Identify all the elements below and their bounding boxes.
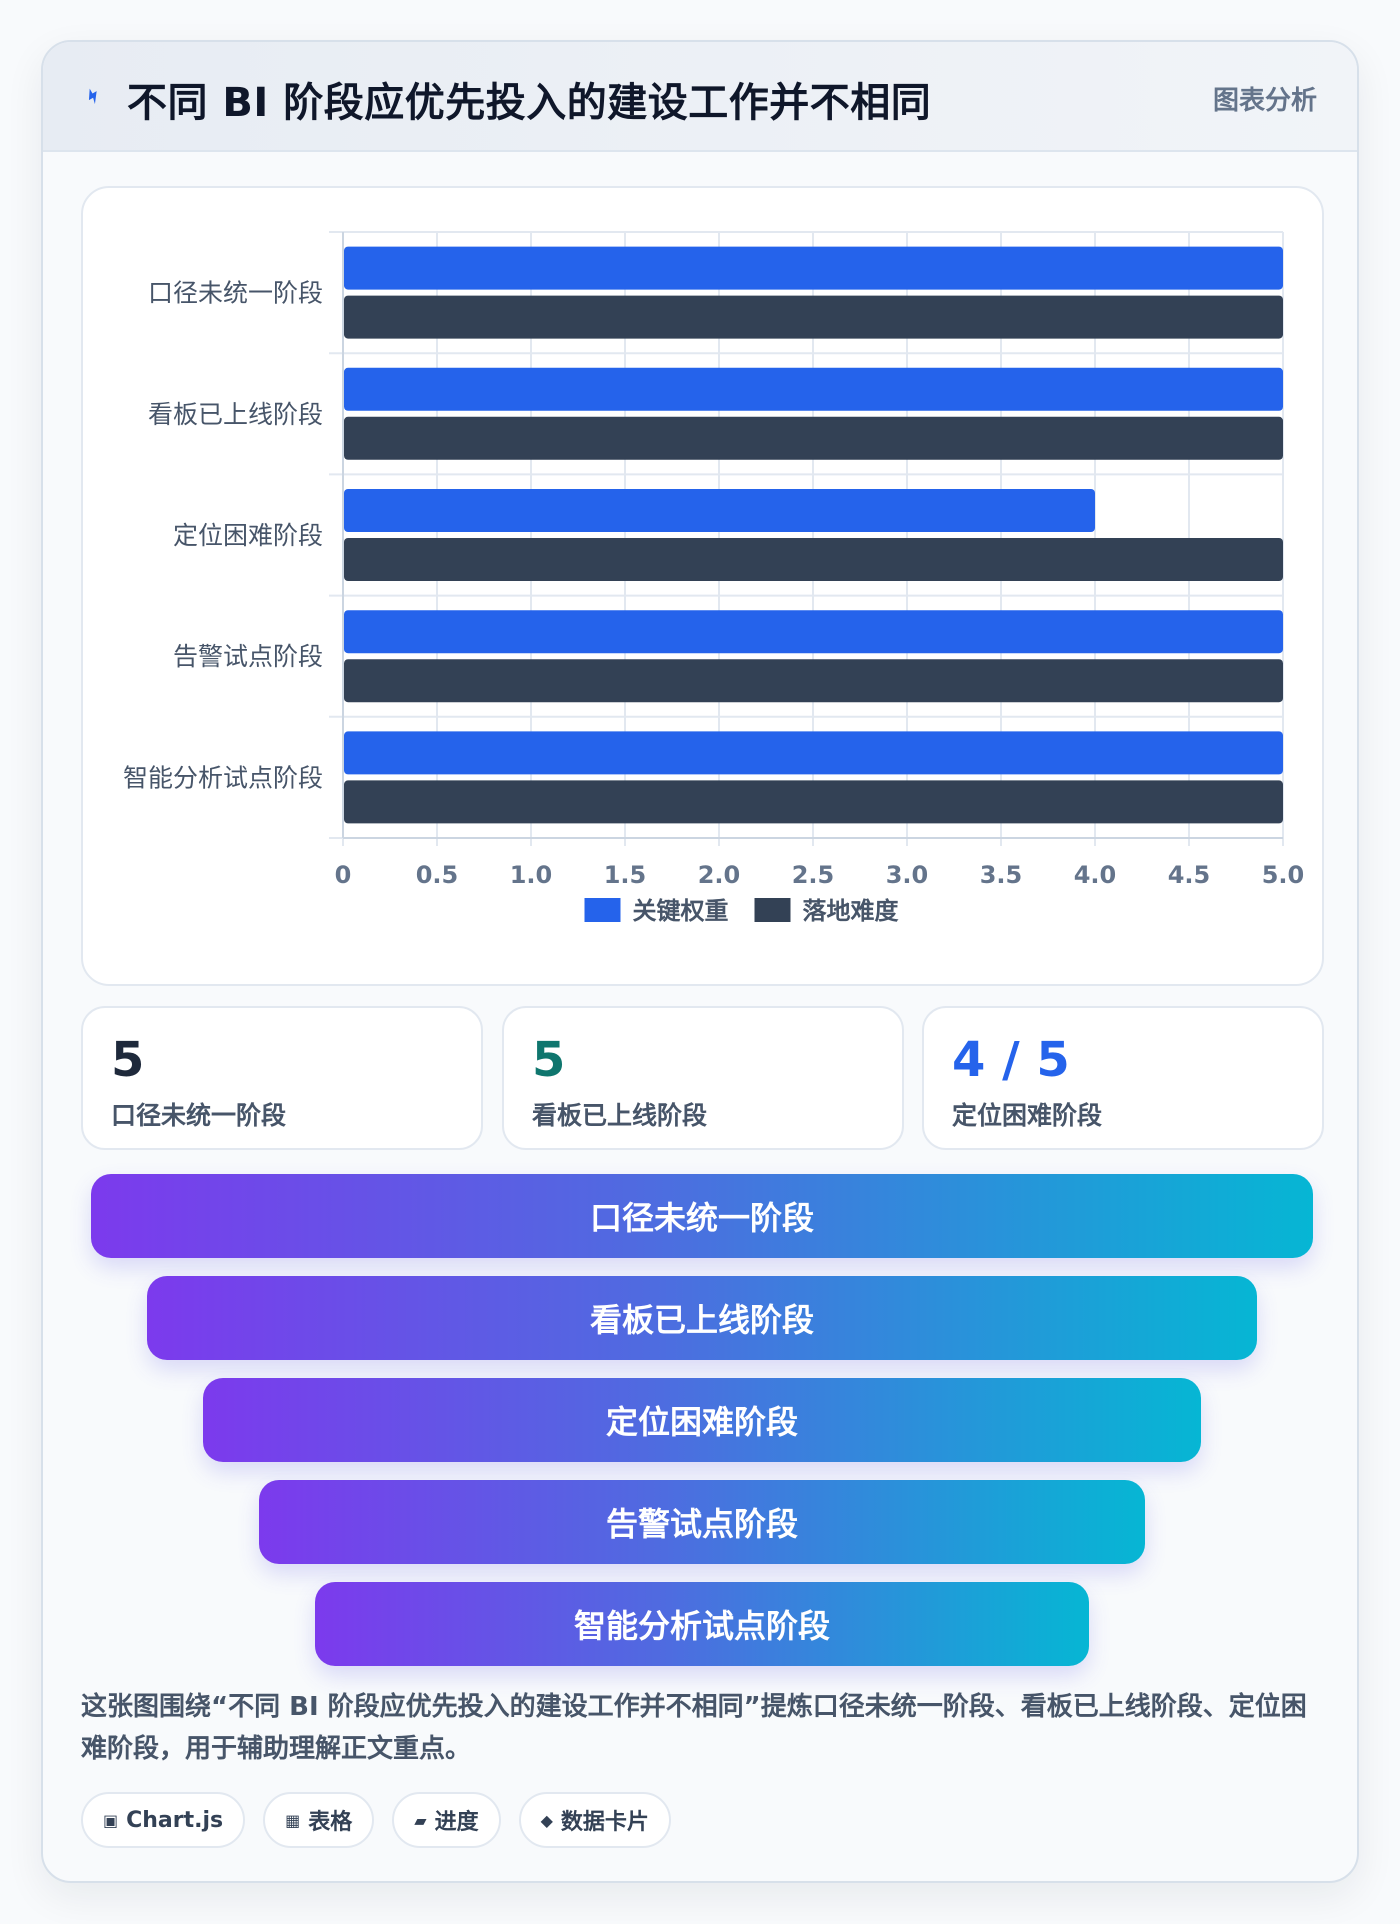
bar-weight (344, 246, 1283, 290)
table-icon: ▦ (285, 1810, 301, 1830)
card-header: 不同 BI 阶段应优先投入的建设工作并不相同 图表分析 (43, 42, 1357, 152)
chip-progress[interactable]: ▰ 进度 (392, 1792, 501, 1848)
chart-description: 这张图围绕“不同 BI 阶段应优先投入的建设工作并不相同”提炼口径未统一阶段、看… (81, 1692, 1307, 1764)
legend-swatch (754, 898, 791, 922)
legend-swatch (584, 898, 621, 922)
page-title: 不同 BI 阶段应优先投入的建设工作并不相同 (127, 80, 932, 126)
x-tick-label: 5.0 (1262, 861, 1305, 889)
stat-card-3: 4 / 5 定位困难阶段 (922, 1006, 1324, 1150)
x-tick-label: 3.0 (886, 861, 929, 889)
funnel-step-4: 告警试点阶段 (259, 1480, 1145, 1564)
bar-difficulty (344, 780, 1283, 824)
funnel-step-3: 定位困难阶段 (203, 1378, 1201, 1462)
funnel-step-1: 口径未统一阶段 (91, 1174, 1313, 1258)
stat-value-3: 4 / 5 (952, 1032, 1070, 1088)
y-tick-label: 告警试点阶段 (173, 642, 323, 671)
y-tick-label: 口径未统一阶段 (148, 279, 323, 308)
chip-chartjs[interactable]: ▣ Chart.js (81, 1792, 246, 1848)
x-tick-label: 1.5 (604, 861, 647, 889)
x-tick-label: 0.5 (416, 861, 459, 889)
funnel-step-5: 智能分析试点阶段 (315, 1582, 1089, 1666)
bar-difficulty (344, 295, 1283, 339)
stat-label-1: 口径未统一阶段 (111, 1101, 287, 1130)
y-tick-label: 看板已上线阶段 (148, 400, 323, 429)
bar-weight (344, 489, 1095, 532)
chip-label: Chart.js (126, 1807, 224, 1833)
chip-table[interactable]: ▦ 表格 (263, 1792, 375, 1848)
x-tick-label: 1.0 (510, 861, 553, 889)
x-tick-label: 0 (335, 861, 352, 889)
stat-value-1: 5 (111, 1032, 145, 1088)
diamond-icon: ◆ (540, 1810, 553, 1830)
stat-label-2: 看板已上线阶段 (532, 1101, 708, 1130)
bar-difficulty (344, 416, 1283, 460)
bar-weight (344, 731, 1283, 775)
x-tick-label: 4.0 (1074, 861, 1117, 889)
chip-data-card[interactable]: ◆ 数据卡片 (518, 1792, 671, 1848)
funnel-step-2: 看板已上线阶段 (147, 1276, 1257, 1360)
chip-label: 数据卡片 (560, 1810, 649, 1835)
bar-difficulty (344, 538, 1283, 581)
stat-card-1: 5 口径未统一阶段 (81, 1006, 483, 1150)
stat-label-3: 定位困难阶段 (952, 1101, 1103, 1130)
legend-label: 关键权重 (633, 897, 729, 925)
bar-chart: 0 0.5 1.0 1.5 2.0 2.5 3.0 3.5 4.0 4.5 5.0 口径未统一阶段看板… (123, 231, 1305, 925)
y-tick-label: 智能分析试点阶段 (123, 763, 323, 792)
legend-label: 落地难度 (803, 897, 900, 925)
x-tick-label: 2.0 (698, 861, 741, 889)
x-tick-label: 4.5 (1168, 861, 1211, 889)
x-tick-label: 3.5 (980, 861, 1023, 889)
stat-card-2: 5 看板已上线阶段 (502, 1006, 904, 1150)
bolt-icon (88, 88, 97, 105)
x-tick-label: 2.5 (792, 861, 835, 889)
y-tick-label: 定位困难阶段 (173, 521, 323, 550)
progress-icon: ▰ (414, 1810, 427, 1830)
bar-weight (344, 610, 1283, 654)
stat-value-2: 5 (532, 1032, 566, 1088)
chip-label: 表格 (308, 1810, 353, 1835)
chart-analysis-badge: 图表分析 (1212, 86, 1317, 116)
bar-chart-panel: 0 0.5 1.0 1.5 2.0 2.5 3.0 3.5 4.0 4.5 5.0 口径未统一阶段 看板… (81, 186, 1324, 986)
chip-label: 进度 (434, 1810, 479, 1835)
chart-card: 不同 BI 阶段应优先投入的建设工作并不相同 图表分析 0 0.5 1.0 1.5 2.… (41, 40, 1359, 1883)
bar-weight (344, 367, 1283, 411)
bar-difficulty (344, 659, 1283, 703)
chart-icon: ▣ (103, 1810, 119, 1830)
tag-chip-row: ▣ Chart.js ▦ 表格 ▰ 进度 ◆ 数据卡片 (81, 1792, 671, 1848)
